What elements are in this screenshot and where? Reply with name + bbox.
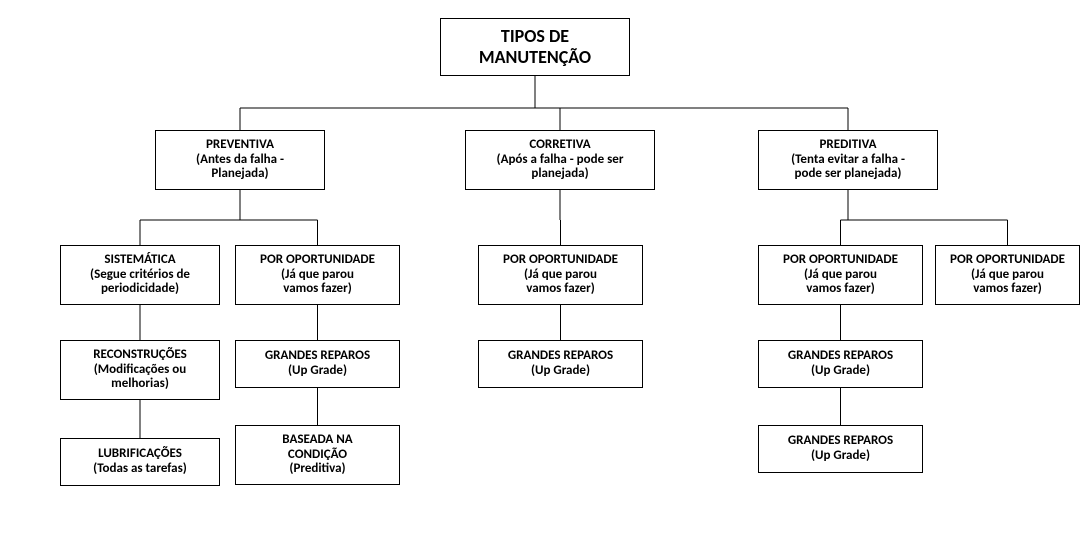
node-text: melhorias) <box>111 377 169 392</box>
node-text: (Preditiva) <box>289 462 345 477</box>
node-preditiva: PREDITIVA (Tenta evitar a falha - pode s… <box>758 130 938 190</box>
node-pred-grandes-reparos-a: GRANDES REPAROS (Up Grade) <box>758 340 923 388</box>
node-pred-oportunidade-b: POR OPORTUNIDADE (Já que parou vamos faz… <box>935 245 1080 305</box>
node-text: (Já que parou <box>971 268 1044 283</box>
node-text: (Segue critérios de <box>90 268 190 283</box>
node-text: GRANDES REPAROS <box>788 434 893 449</box>
node-text: POR OPORTUNIDADE <box>783 253 898 268</box>
node-text: (Up Grade) <box>811 449 870 464</box>
node-text: (Antes da falha - <box>196 153 284 168</box>
node-text: GRANDES REPAROS <box>508 349 613 364</box>
node-text: BASEADA NA <box>282 433 352 448</box>
node-text: CONDIÇÃO <box>288 448 347 463</box>
node-lubrificacoes: LUBRIFICAÇÕES (Todas as tarefas) <box>60 438 220 486</box>
node-corr-oportunidade: POR OPORTUNIDADE (Já que parou vamos faz… <box>478 245 643 305</box>
node-text: (Up Grade) <box>288 364 347 379</box>
node-pred-grandes-reparos-b: GRANDES REPAROS (Up Grade) <box>758 425 923 473</box>
node-corretiva: CORRETIVA (Após a falha - pode ser plane… <box>465 130 655 190</box>
node-text: RECONSTRUÇÕES <box>93 348 187 363</box>
node-text: (Já que parou <box>281 268 354 283</box>
node-text: periodicidade) <box>101 282 179 297</box>
node-text: (Up Grade) <box>531 364 590 379</box>
node-text: PREDITIVA <box>819 138 876 153</box>
node-text: CORRETIVA <box>529 138 590 153</box>
diagram-canvas: TIPOS DE MANUTENÇÃO PREVENTIVA (Antes da… <box>0 0 1090 558</box>
node-text: (Todas as tarefas) <box>93 462 187 477</box>
node-text: TIPOS DE <box>501 26 569 47</box>
node-text: GRANDES REPAROS <box>788 349 893 364</box>
node-pred-oportunidade-a: POR OPORTUNIDADE (Já que parou vamos faz… <box>758 245 923 305</box>
node-prev-oportunidade: POR OPORTUNIDADE (Já que parou vamos faz… <box>235 245 400 305</box>
node-text: PREVENTIVA <box>206 138 274 153</box>
node-text: (Após a falha - pode ser <box>497 153 624 168</box>
node-text: (Up Grade) <box>811 364 870 379</box>
node-text: MANUTENÇÃO <box>479 47 591 68</box>
node-text: GRANDES REPAROS <box>265 349 370 364</box>
node-text: (Modificações ou <box>94 363 187 378</box>
node-text: vamos fazer) <box>806 282 875 297</box>
node-preventiva: PREVENTIVA (Antes da falha - Planejada) <box>155 130 325 190</box>
node-sistematica: SISTEMÁTICA (Segue critérios de periodic… <box>60 245 220 305</box>
node-text: pode ser planejada) <box>794 167 901 182</box>
node-text: SISTEMÁTICA <box>104 253 175 268</box>
node-text: vamos fazer) <box>526 282 595 297</box>
node-text: (Já que parou <box>804 268 877 283</box>
node-text: planejada) <box>531 167 588 182</box>
node-text: Planejada) <box>211 167 268 182</box>
node-root: TIPOS DE MANUTENÇÃO <box>440 18 630 76</box>
node-text: (Tenta evitar a falha - <box>791 153 905 168</box>
node-text: (Já que parou <box>524 268 597 283</box>
node-baseada-condicao: BASEADA NA CONDIÇÃO (Preditiva) <box>235 425 400 485</box>
node-text: vamos fazer) <box>283 282 352 297</box>
node-text: POR OPORTUNIDADE <box>503 253 618 268</box>
node-text: POR OPORTUNIDADE <box>950 253 1065 268</box>
node-text: POR OPORTUNIDADE <box>260 253 375 268</box>
node-text: LUBRIFICAÇÕES <box>98 447 182 462</box>
node-corr-grandes-reparos: GRANDES REPAROS (Up Grade) <box>478 340 643 388</box>
node-reconstrucoes: RECONSTRUÇÕES (Modificações ou melhorias… <box>60 340 220 400</box>
node-text: vamos fazer) <box>973 282 1042 297</box>
node-prev-grandes-reparos: GRANDES REPAROS (Up Grade) <box>235 340 400 388</box>
